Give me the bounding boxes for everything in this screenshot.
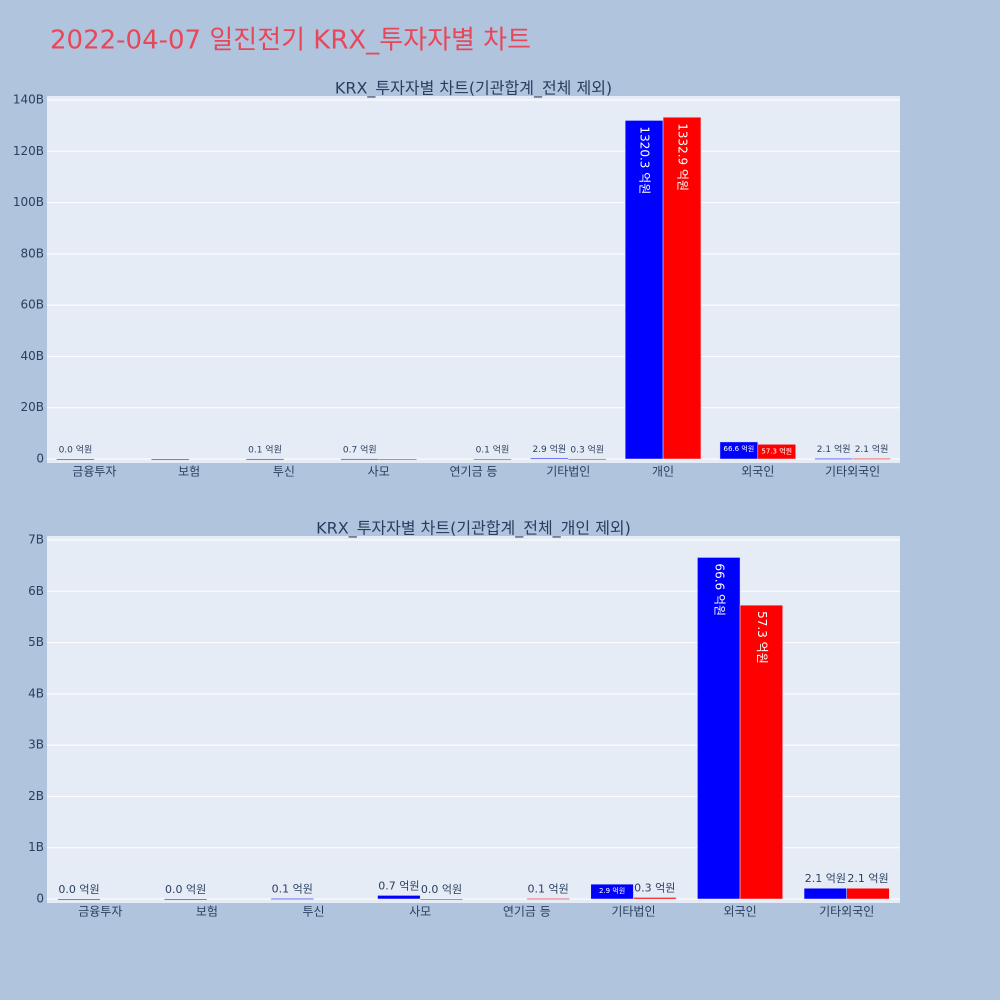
x-tick-label: 외국인 bbox=[741, 465, 774, 479]
y-tick-label: 0 bbox=[36, 892, 44, 906]
value-label: 2.1 억원 bbox=[855, 443, 889, 455]
value-label: 0.1 억원 bbox=[476, 443, 510, 455]
x-tick-label: 기타외국인 bbox=[819, 905, 874, 919]
y-tick-label: 20B bbox=[20, 400, 44, 414]
bar bbox=[814, 458, 853, 460]
y-tick-label: 2B bbox=[28, 789, 44, 803]
x-tick-label: 사모 bbox=[368, 465, 390, 479]
bar bbox=[473, 458, 512, 461]
x-tick-label: 연기금 등 bbox=[503, 905, 551, 919]
value-label: 0.1 억원 bbox=[272, 882, 313, 895]
bar bbox=[340, 458, 379, 461]
bar bbox=[757, 444, 796, 460]
value-label: 66.6 억원 bbox=[712, 563, 726, 616]
value-label: 1332.9 억원 bbox=[676, 123, 690, 191]
x-tick-label: 개인 bbox=[652, 465, 674, 479]
y-tick-label: 7B bbox=[28, 533, 44, 547]
bar bbox=[530, 458, 569, 460]
y-tick-label: 0 bbox=[36, 452, 44, 466]
bar bbox=[590, 883, 634, 900]
y-tick-label: 100B bbox=[13, 195, 44, 209]
value-label: 2.1 억원 bbox=[847, 872, 888, 885]
y-tick-label: 3B bbox=[28, 738, 44, 752]
value-label: 0.1 억원 bbox=[528, 882, 569, 895]
bar bbox=[739, 604, 783, 900]
bar bbox=[633, 897, 677, 900]
bar bbox=[846, 887, 890, 900]
x-tick-label: 금융투자 bbox=[72, 465, 116, 479]
bar bbox=[803, 887, 847, 900]
y-tick-label: 4B bbox=[28, 686, 44, 700]
value-label: 0.3 억원 bbox=[570, 443, 604, 455]
bar bbox=[56, 458, 95, 461]
bar bbox=[245, 458, 285, 461]
y-tick-label: 6B bbox=[28, 584, 44, 598]
value-label: 2.1 억원 bbox=[817, 443, 851, 455]
value-label: 66.6 억원 bbox=[724, 444, 755, 453]
plot-area bbox=[47, 96, 900, 463]
bar bbox=[568, 458, 607, 461]
x-tick-label: 외국인 bbox=[724, 905, 757, 919]
y-tick-label: 5B bbox=[28, 635, 44, 649]
bar bbox=[164, 898, 208, 901]
x-tick-label: 기타법인 bbox=[611, 905, 655, 919]
value-label: 2.9 억원 bbox=[532, 443, 566, 455]
y-tick-label: 120B bbox=[13, 144, 44, 158]
bar bbox=[662, 116, 702, 460]
value-label: 0.0 억원 bbox=[59, 444, 93, 456]
value-label: 0.0 억원 bbox=[58, 883, 99, 896]
y-tick-label: 60B bbox=[20, 298, 44, 312]
chart-title: KRX_투자자별 차트(기관합계_전체_개인 제외) bbox=[316, 519, 631, 539]
bar bbox=[697, 557, 741, 900]
x-tick-label: 보험 bbox=[196, 905, 218, 919]
value-label: 2.1 억원 bbox=[805, 872, 846, 885]
value-label: 0.0 억원 bbox=[165, 883, 206, 896]
bar bbox=[377, 895, 421, 900]
bar bbox=[57, 898, 101, 901]
value-label: 0.0 억원 bbox=[421, 883, 462, 896]
chart-title: KRX_투자자별 차트(기관합계_전체 제외) bbox=[335, 79, 612, 99]
bar bbox=[419, 898, 464, 901]
value-label: 0.7 억원 bbox=[378, 879, 419, 892]
bar bbox=[526, 898, 570, 900]
value-label: 0.3 억원 bbox=[634, 881, 675, 894]
bar bbox=[852, 458, 891, 460]
y-tick-label: 40B bbox=[20, 349, 44, 363]
x-tick-label: 사모 bbox=[409, 905, 431, 919]
value-label: 0.7 억원 bbox=[343, 443, 377, 455]
x-tick-label: 투신 bbox=[273, 465, 295, 479]
x-tick-label: 기타외국인 bbox=[825, 465, 880, 479]
value-label: 2.9 억원 bbox=[599, 886, 625, 895]
value-label: 57.3 억원 bbox=[761, 446, 792, 455]
value-label: 1320.3 억원 bbox=[638, 126, 652, 194]
bar bbox=[151, 458, 190, 461]
y-tick-label: 80B bbox=[20, 246, 44, 260]
y-tick-label: 140B bbox=[13, 93, 44, 107]
value-label: 57.3 억원 bbox=[755, 611, 769, 664]
y-tick-label: 1B bbox=[28, 840, 44, 854]
value-label: 0.1 억원 bbox=[248, 443, 282, 455]
bar bbox=[378, 458, 417, 461]
page-title: 2022-04-07 일진전기 KRX_투자자별 차트 bbox=[50, 26, 531, 56]
x-tick-label: 금융투자 bbox=[78, 905, 122, 919]
x-tick-label: 투신 bbox=[303, 905, 325, 919]
x-tick-label: 연기금 등 bbox=[450, 465, 498, 479]
bar bbox=[270, 898, 314, 900]
x-tick-label: 보험 bbox=[178, 465, 200, 479]
x-tick-label: 기타법인 bbox=[546, 465, 590, 479]
